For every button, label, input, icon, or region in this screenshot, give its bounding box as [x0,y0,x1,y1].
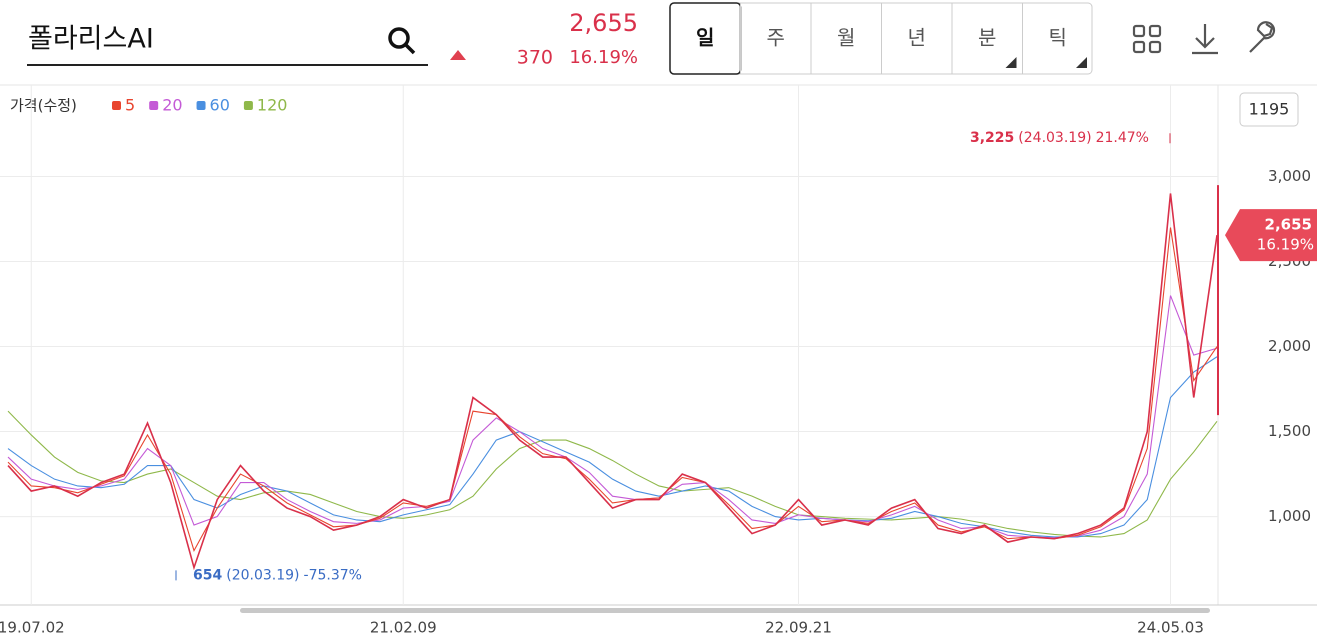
plot: 1,0001,5002,0002,5003,00019.07.0221.02.0… [0,85,1317,637]
price-line [7,193,1218,571]
grid-icon[interactable] [1132,24,1162,54]
search-icon[interactable] [388,27,416,55]
annotation: 654 (20.03.19) -75.37% [193,567,362,583]
change-rate: 16.19% [569,47,638,68]
ma-line [7,410,1218,538]
x-tick-label: 22.09.21 [765,619,832,637]
up-arrow [450,50,466,60]
tab-label[interactable]: 주 [767,26,785,50]
tab-label[interactable]: 분 [978,26,996,50]
tab-label[interactable]: 년 [908,26,926,50]
tab-submenu-mark [1005,57,1017,68]
count-box[interactable] [1239,92,1299,127]
tab-label[interactable]: 월 [837,26,855,50]
legend-swatch [149,101,159,110]
annotation-date: (20.03.19) [226,567,299,583]
y-tick-label: 3,000 [1268,167,1311,185]
ma-line [7,295,1218,539]
annotation-label: 654 [193,567,222,583]
legend-swatch [243,101,253,110]
legend-label: 120 [257,96,288,115]
annotation-change: 21.47% [1096,130,1149,146]
x-tick-label: 21.02.09 [370,619,437,637]
tab-label[interactable]: 틱 [1049,26,1067,50]
legend-swatch [112,101,121,110]
ma-line [7,356,1218,538]
legend-title: 가격(수정) [10,97,77,115]
current-price: 2,655 [569,9,638,37]
legend-label: 20 [162,96,182,115]
last-price-tag [1225,209,1317,262]
y-tick-label: 1,500 [1268,422,1311,440]
annotation-label: 3,225 [970,130,1014,146]
y-tick-label: 2,000 [1268,337,1311,355]
tab-label[interactable]: 일 [696,26,714,50]
count-box-label: 1195 [1249,100,1290,119]
legend-label: 5 [125,96,135,115]
last-price-change: 16.19% [1257,236,1314,254]
annotation-date: (24.03.19) [1018,130,1091,146]
annotation: 3,225 (24.03.19) 21.47% [970,130,1149,146]
last-price-label: 2,655 [1265,216,1312,234]
price-change: 370 [517,47,553,69]
legend-label: 60 [210,96,230,115]
scrollbar[interactable] [240,608,1210,613]
y-tick-label: 1,000 [1268,507,1311,525]
stock-name[interactable]: 폴라리스AI [28,24,154,55]
annotation-change: -75.37% [304,567,362,583]
x-tick-label: 24.05.03 [1137,619,1204,637]
tab-submenu-mark [1076,57,1087,68]
settings-icon[interactable] [1249,21,1276,53]
x-tick-label: 19.07.02 [0,619,65,637]
download-icon[interactable] [1192,24,1218,55]
legend-swatch [196,101,206,110]
